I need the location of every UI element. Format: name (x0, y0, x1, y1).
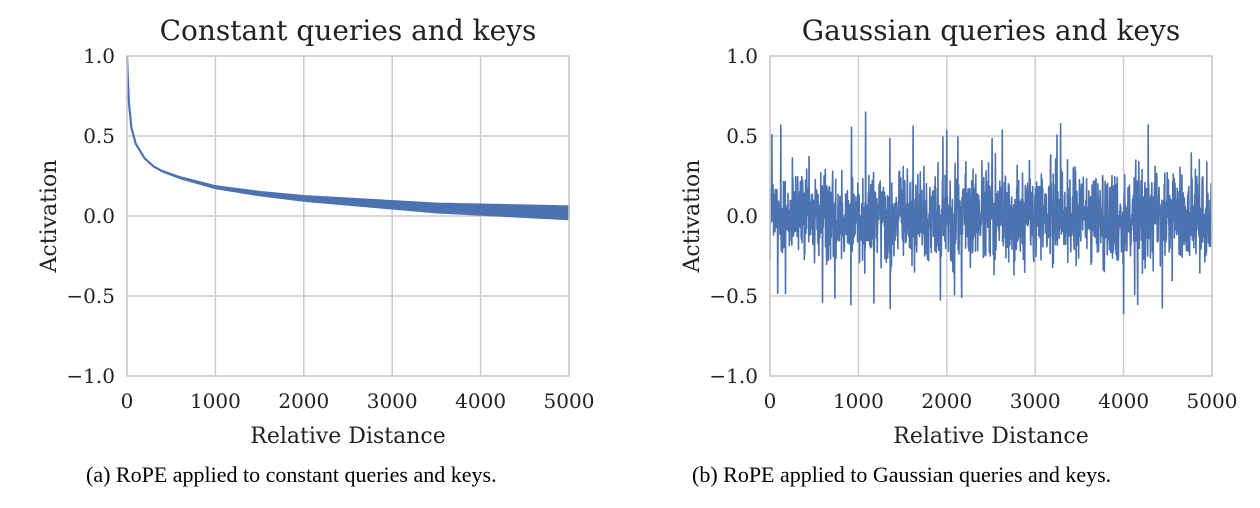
y-tick-label: −0.5 (66, 284, 115, 308)
x-tick-label: 3000 (1010, 389, 1061, 413)
chart-gaussian-queries-and-keys: Gaussian queries and keys 0 1000 2000 3000 4… (680, 14, 1237, 449)
x-axis-label: Relative Distance (893, 424, 1089, 449)
x-tick-label: 5000 (1187, 389, 1238, 413)
y-tick-labels: −1.0 −0.5 0.0 0.5 1.0 (709, 44, 758, 388)
chart-title: Constant queries and keys (160, 14, 537, 47)
series-line (769, 111, 1213, 315)
x-axis-label: Relative Distance (250, 424, 446, 449)
data-line (769, 111, 1213, 315)
caption-b: (b) RoPE applied to Gaussian queries and… (692, 462, 1112, 487)
y-tick-label: 0.5 (726, 124, 758, 148)
y-tick-label: −0.5 (709, 284, 758, 308)
x-tick-label: 0 (764, 389, 777, 413)
y-tick-label: −1.0 (709, 364, 758, 388)
chart-constant-queries-and-keys: Constant queries and keys 0 1000 2000 3000 4… (37, 14, 594, 449)
y-tick-label: 0.0 (726, 204, 758, 228)
x-tick-label: 3000 (367, 389, 418, 413)
x-tick-label: 2000 (921, 389, 972, 413)
plot-frame (769, 55, 1213, 377)
y-axis-label: Activation (37, 160, 62, 274)
series-line (125, 55, 571, 221)
plot-frame (126, 55, 570, 377)
x-tick-labels: 0 1000 2000 3000 4000 5000 (764, 389, 1238, 413)
x-tick-label: 2000 (278, 389, 329, 413)
y-tick-label: 0.5 (83, 124, 115, 148)
y-tick-label: 1.0 (83, 44, 115, 68)
x-tick-label: 4000 (455, 389, 506, 413)
y-tick-label: 1.0 (726, 44, 758, 68)
x-tick-label: 1000 (833, 389, 884, 413)
data-line (125, 55, 571, 221)
x-tick-label: 4000 (1098, 389, 1149, 413)
x-tick-label: 0 (121, 389, 134, 413)
x-tick-label: 5000 (544, 389, 595, 413)
x-tick-labels: 0 1000 2000 3000 4000 5000 (121, 389, 595, 413)
y-tick-label: −1.0 (66, 364, 115, 388)
caption-a: (a) RoPE applied to constant queries and… (86, 462, 497, 487)
y-tick-label: 0.0 (83, 204, 115, 228)
y-tick-labels: −1.0 −0.5 0.0 0.5 1.0 (66, 44, 115, 388)
chart-title: Gaussian queries and keys (802, 14, 1180, 47)
y-axis-label: Activation (680, 160, 705, 274)
x-tick-label: 1000 (190, 389, 241, 413)
